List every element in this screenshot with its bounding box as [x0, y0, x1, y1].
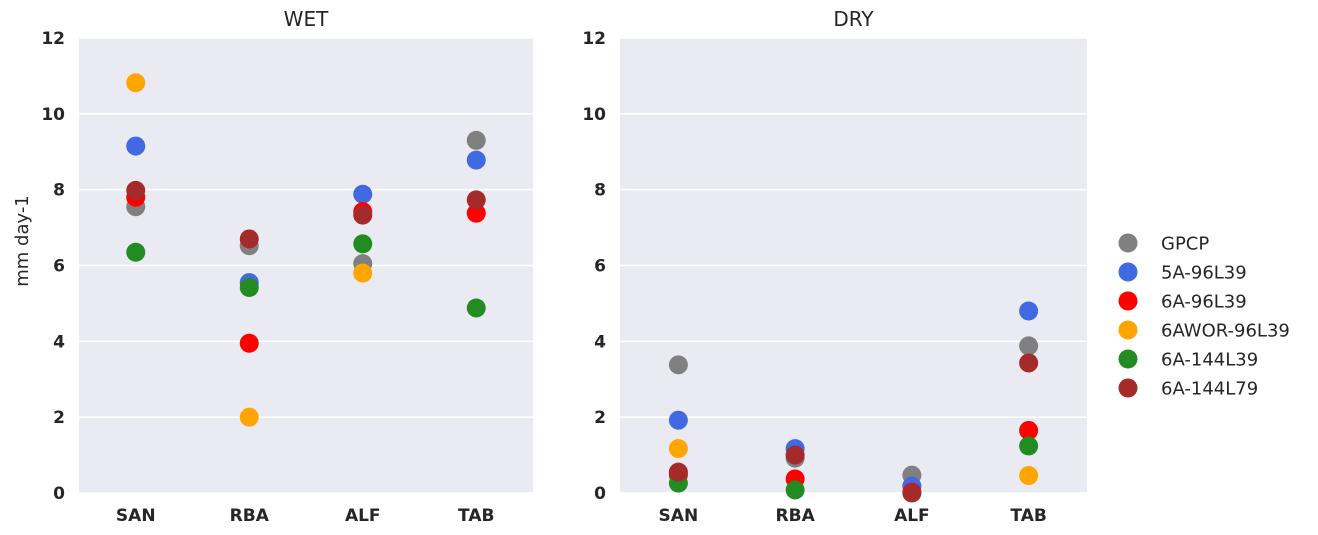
legend-marker — [1118, 291, 1138, 311]
y-tick-label: 6 — [594, 257, 606, 277]
chart-panel-wet: 0 2 4 6 8 10 12 SAN RBA ALF TAB WET — [41, 7, 533, 526]
data-point-6awor-96l39-alf — [353, 263, 373, 283]
legend-marker — [1118, 349, 1138, 369]
data-point-5a-96l39-alf — [353, 184, 373, 204]
legend-item-gpcp: GPCP — [1118, 233, 1209, 255]
series-5a-96l39 — [126, 136, 486, 293]
data-point-gpcp-san — [668, 355, 688, 375]
x-tick-label: SAN — [659, 506, 699, 526]
data-point-6a-144l39-tab — [1019, 436, 1039, 456]
y-tick-label: 8 — [594, 181, 606, 201]
data-point-6a-144l79-rba — [785, 445, 805, 465]
legend-label: 5A-96L39 — [1161, 263, 1247, 284]
data-point-6a-144l39-rba — [785, 480, 805, 500]
data-point-gpcp-tab — [466, 130, 486, 150]
y-tick-label: 6 — [53, 257, 65, 277]
x-tick-label: TAB — [1010, 506, 1046, 526]
panel-title: DRY — [833, 7, 874, 31]
legend-label: 6A-144L79 — [1161, 379, 1258, 400]
data-point-6a-144l79-alf — [902, 483, 922, 503]
legend-item-5a-96l39: 5A-96L39 — [1118, 262, 1247, 284]
x-tick-label: ALF — [894, 506, 930, 526]
data-point-6a-144l79-alf — [353, 205, 373, 225]
series-6awor-96l39 — [126, 73, 373, 427]
data-point-gpcp-tab — [1019, 336, 1039, 356]
legend-item-6a-144l79: 6A-144L79 — [1118, 378, 1258, 400]
data-point-6awor-96l39-san — [668, 439, 688, 459]
data-point-6a-144l79-san — [668, 462, 688, 482]
y-tick-label: 4 — [53, 332, 65, 352]
y-tick-label: 8 — [53, 181, 65, 201]
data-point-5a-96l39-tab — [1019, 301, 1039, 321]
legend-label: 6AWOR-96L39 — [1161, 321, 1290, 342]
legend-marker — [1118, 262, 1138, 282]
x-tick-label: ALF — [345, 506, 381, 526]
data-point-6a-144l39-san — [126, 242, 146, 262]
data-point-6a-144l39-alf — [353, 234, 373, 254]
data-point-6a-96l39-rba — [239, 333, 259, 353]
legend-marker — [1118, 378, 1138, 398]
chart-panel-dry: 0 2 4 6 8 10 12 SAN RBA ALF TAB DRY — [582, 7, 1087, 526]
data-point-6a-144l39-tab — [466, 298, 486, 318]
legend-label: GPCP — [1161, 234, 1209, 255]
chart-panels: 0 2 4 6 8 10 12 SAN RBA ALF TAB WET 0 2 4 6 8 10 12 SAN RBA A… — [41, 7, 1087, 526]
x-tick-label: RBA — [230, 506, 270, 526]
legend-label: 6A-96L39 — [1161, 292, 1247, 313]
data-point-6awor-96l39-tab — [1019, 466, 1039, 486]
y-tick-label: 12 — [41, 29, 65, 49]
data-point-6a-96l39-tab — [466, 203, 486, 223]
data-point-5a-96l39-san — [126, 136, 146, 156]
y-axis-label: mm day-1 — [12, 195, 33, 287]
legend-item-6a-96l39: 6A-96L39 — [1118, 291, 1247, 313]
panel-title: WET — [284, 7, 329, 31]
y-tick-label: 12 — [582, 29, 606, 49]
data-point-6a-144l79-san — [126, 180, 146, 200]
legend-label: 6A-144L39 — [1161, 350, 1258, 371]
series-6awor-96l39 — [668, 439, 1039, 486]
y-tick-label: 0 — [53, 484, 65, 504]
series-6a-144l79 — [668, 353, 1039, 503]
y-tick-label: 10 — [582, 105, 606, 125]
y-tick-label: 4 — [594, 332, 606, 352]
y-tick-label: 10 — [41, 105, 65, 125]
data-point-6a-144l39-rba — [239, 277, 259, 297]
legend-item-6awor-96l39: 6AWOR-96L39 — [1118, 320, 1290, 342]
legend-marker — [1118, 320, 1138, 340]
x-tick-label: SAN — [116, 506, 156, 526]
x-tick-label: TAB — [458, 506, 494, 526]
y-tick-label: 2 — [53, 408, 65, 428]
data-point-6awor-96l39-rba — [239, 407, 259, 427]
y-tick-label: 0 — [594, 484, 606, 504]
y-tick-label: 2 — [594, 408, 606, 428]
data-point-6a-144l79-tab — [1019, 353, 1039, 373]
legend-marker — [1118, 233, 1138, 253]
series-6a-144l79 — [126, 180, 486, 249]
data-point-5a-96l39-tab — [466, 150, 486, 170]
data-point-6a-144l79-rba — [239, 229, 259, 249]
data-point-6a-144l79-tab — [466, 190, 486, 210]
data-point-6a-96l39-tab — [1019, 420, 1039, 440]
data-point-6awor-96l39-san — [126, 73, 146, 93]
series-6a-144l39 — [126, 234, 486, 318]
legend: GPCP 5A-96L39 6A-96L39 6AWOR-96L39 6A-144L39… — [1118, 233, 1290, 400]
data-point-5a-96l39-san — [668, 410, 688, 430]
legend-item-6a-144l39: 6A-144L39 — [1118, 349, 1258, 371]
x-tick-label: RBA — [776, 506, 816, 526]
